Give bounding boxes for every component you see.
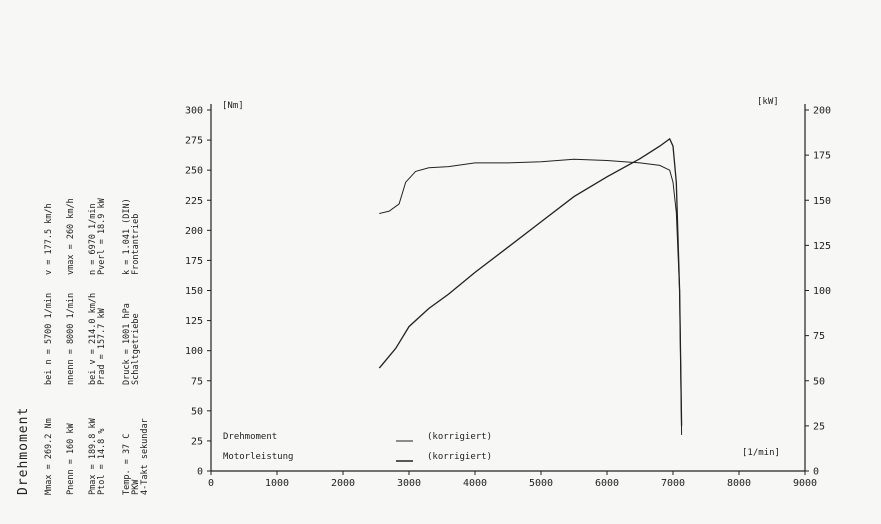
legend-label-motorleistung: Motorleistung: [223, 452, 293, 462]
info-takt: 4-Takt sekundar: [140, 418, 150, 495]
left-tick-label: 50: [191, 406, 203, 417]
left-tick-label: 300: [185, 106, 203, 117]
info-pkw: PKW: [131, 479, 141, 495]
info-antrieb: Frontantrieb: [131, 214, 141, 275]
x-tick-label: 9000: [793, 478, 817, 489]
left-tick-label: 75: [191, 376, 203, 387]
series-line-motorleistung: [378, 137, 683, 426]
info-n: n = 6970 1/min: [88, 203, 98, 275]
x-axis-ticks: 0 1000 2000 3000 4000 5000 6000 7000 8000 9000: [208, 471, 817, 489]
info-pnenn: Pnenn = 160 kW: [66, 422, 76, 495]
right-tick-label: 150: [813, 196, 831, 207]
left-tick-label: 275: [185, 136, 203, 147]
left-axis-ticks: 0 25 50 75 100 125 150 175 200 225 250 275 300: [185, 106, 211, 478]
left-tick-label: 200: [185, 226, 203, 237]
info-k: k = 1.041 (DIN): [122, 198, 132, 275]
info-ptol: Ptol = 14.8 %: [97, 428, 107, 495]
side-info-panel: Drehmoment Mmax = 269.2 Nm bei n = 5700 …: [16, 197, 150, 495]
right-tick-label: 25: [813, 421, 825, 432]
left-unit-label: [Nm]: [222, 101, 244, 111]
left-tick-label: 225: [185, 196, 203, 207]
info-nnenn: nnenn = 8000 1/min: [66, 293, 76, 385]
series-line-drehmoment: [379, 158, 683, 435]
x-tick-label: 5000: [529, 478, 553, 489]
info-bei-v: bei v = 214.0 km/h: [88, 293, 98, 385]
x-tick-label: 4000: [463, 478, 487, 489]
legend-note-drehmoment: (korrigiert): [427, 432, 492, 442]
info-temp: Temp. = 37 C: [122, 434, 132, 495]
info-druck: Druck = 1001 hPa: [122, 303, 132, 385]
x-tick-label: 3000: [397, 478, 421, 489]
info-prad: Prad = 157.7 kW: [97, 307, 107, 385]
x-tick-label: 8000: [727, 478, 751, 489]
left-tick-label: 175: [185, 256, 203, 267]
right-tick-label: 75: [813, 331, 825, 342]
x-tick-label: 2000: [331, 478, 355, 489]
chart-title: Drehmoment: [16, 407, 31, 495]
right-tick-label: 175: [813, 151, 831, 162]
legend: Drehmoment (korrigiert) Motorleistung (k…: [223, 432, 492, 462]
left-tick-label: 25: [191, 436, 203, 447]
info-getriebe: Schaltgetriebe: [131, 313, 141, 385]
x-unit-label: [1/min]: [742, 448, 780, 458]
info-v: v = 177.5 km/h: [44, 203, 54, 275]
right-tick-label: 200: [813, 106, 831, 117]
right-unit-label: [kW]: [757, 97, 779, 107]
left-tick-label: 0: [197, 467, 203, 478]
left-tick-label: 100: [185, 346, 203, 357]
info-mmax: Mmax = 269.2 Nm: [44, 418, 54, 495]
right-tick-label: 100: [813, 286, 831, 297]
right-tick-label: 0: [813, 467, 819, 478]
right-tick-label: 50: [813, 376, 825, 387]
info-pverl: Pverl = 18.9 kW: [97, 197, 107, 275]
left-tick-label: 250: [185, 166, 203, 177]
x-tick-label: 1000: [265, 478, 289, 489]
right-tick-label: 125: [813, 241, 831, 252]
left-tick-label: 125: [185, 316, 203, 327]
info-bei-n: bei n = 5700 1/min: [44, 293, 54, 385]
legend-label-drehmoment: Drehmoment: [223, 432, 277, 442]
right-axis-ticks: 0 25 50 75 100 125 150 175 200: [805, 106, 831, 478]
legend-note-motorleistung: (korrigiert): [427, 452, 492, 462]
x-tick-label: 7000: [661, 478, 685, 489]
info-pmax: Pmax = 189.8 kW: [88, 417, 98, 495]
x-tick-label: 0: [208, 478, 214, 489]
info-vmax: vmax = 260 km/h: [66, 198, 76, 275]
left-tick-label: 150: [185, 286, 203, 297]
x-tick-label: 6000: [595, 478, 619, 489]
